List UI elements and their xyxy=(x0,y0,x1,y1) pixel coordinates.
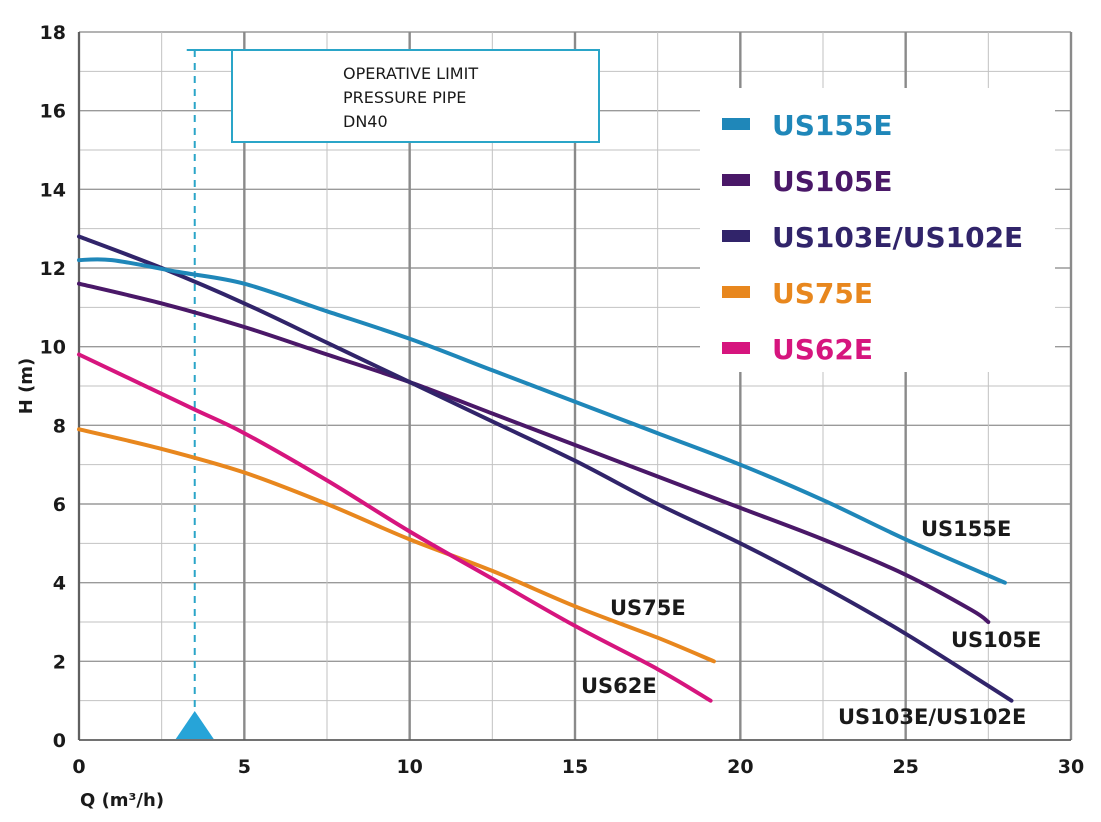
x-tick-label: 20 xyxy=(727,756,753,778)
x-tick-label: 25 xyxy=(892,756,918,778)
series-line-us62e xyxy=(77,352,713,703)
curve-label-us155e: US155E xyxy=(921,517,1011,541)
x-tick-label: 15 xyxy=(562,756,588,778)
legend-swatch-us62e xyxy=(722,342,750,354)
operative-limit-note-line: PRESSURE PIPE xyxy=(343,88,466,107)
curve-labels: US155E US105E US103E/US102E US75E US62E xyxy=(581,517,1041,729)
series-line-us103e-us102e xyxy=(77,234,1014,703)
curve-label-us62e: US62E xyxy=(581,674,657,698)
axis-ticks: 0 5 10 15 20 25 30 0 2 4 6 8 10 12 14 16 18 xyxy=(40,22,1085,778)
curve-label-us105e: US105E xyxy=(951,628,1041,652)
series-lines xyxy=(77,234,1014,703)
operative-limit-marker: OPERATIVE LIMIT PRESSURE PIPE DN40 xyxy=(175,49,600,739)
y-tick-label: 10 xyxy=(40,337,66,359)
operative-limit-note-box xyxy=(231,49,600,143)
y-tick-label: 2 xyxy=(53,651,66,673)
legend-label-us155e: US155E xyxy=(772,109,892,142)
y-tick-label: 12 xyxy=(40,258,66,280)
legend-label-us62e: US62E xyxy=(772,333,873,366)
x-tick-label: 5 xyxy=(238,756,251,778)
curve-label-us75e: US75E xyxy=(610,596,686,620)
y-tick-label: 6 xyxy=(53,494,66,516)
legend-background xyxy=(700,88,1055,372)
y-tick-label: 0 xyxy=(53,730,66,752)
y-tick-label: 16 xyxy=(40,101,66,123)
legend-label-us103e-us102e: US103E/US102E xyxy=(772,221,1023,254)
y-tick-label: 8 xyxy=(53,415,66,437)
operative-limit-note-line: OPERATIVE LIMIT xyxy=(343,64,478,83)
x-tick-label: 0 xyxy=(72,756,85,778)
legend-swatch-us105e xyxy=(722,174,750,186)
legend-label-us75e: US75E xyxy=(772,277,873,310)
x-tick-label: 10 xyxy=(396,756,422,778)
series-line-us105e xyxy=(77,281,991,624)
x-tick-label: 30 xyxy=(1058,756,1084,778)
legend: US155E US105E US103E/US102E US75E US62E xyxy=(700,88,1055,372)
curve-label-us103e-us102e: US103E/US102E xyxy=(838,705,1026,729)
y-axis-title: H (m) xyxy=(16,358,37,415)
x-axis-title: Q (m³/h) xyxy=(80,790,164,811)
y-tick-label: 4 xyxy=(53,573,66,595)
series-line-us155e xyxy=(77,257,1007,585)
legend-swatch-us155e xyxy=(722,118,750,130)
legend-swatch-us75e xyxy=(722,286,750,298)
legend-swatch-us103e-us102e xyxy=(722,230,750,242)
operative-limit-triangle-marker xyxy=(175,711,214,739)
series-line-us75e xyxy=(77,427,716,664)
y-tick-label: 14 xyxy=(40,179,66,201)
legend-label-us105e: US105E xyxy=(772,165,892,198)
y-tick-label: 18 xyxy=(40,22,66,44)
operative-limit-note-line: DN40 xyxy=(343,112,388,131)
